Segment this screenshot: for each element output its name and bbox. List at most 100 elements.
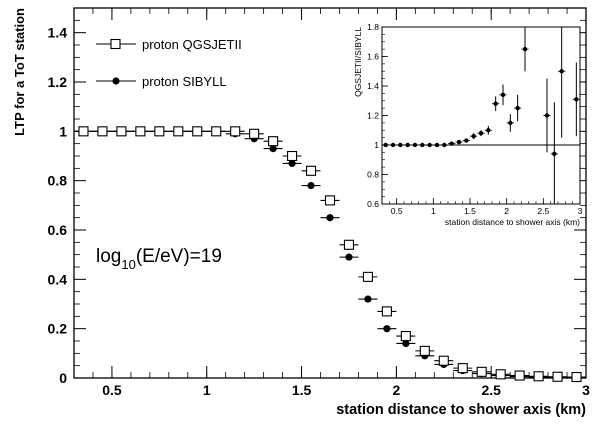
x-tick-label: 2.5 [481, 382, 501, 398]
qgsjet-data-point [514, 370, 525, 381]
inset-data-point [522, 46, 528, 52]
inset-x-tick-label: 1 [431, 206, 436, 216]
inset-data-point [559, 69, 564, 74]
y-tick-label: 1.4 [48, 25, 68, 41]
inset-x-tick-label: 2 [504, 206, 509, 216]
inset-data-point [412, 142, 418, 148]
legend-sibyll-label: proton SIBYLL [142, 74, 227, 89]
inset-data-point [456, 139, 462, 145]
qgsjet-data-point [116, 126, 127, 137]
inset-data-point [471, 133, 476, 139]
qgsjet-data-point [495, 369, 506, 380]
inset-x-tick-label: 3 [578, 206, 583, 216]
qgsjet-data-point [97, 126, 108, 137]
qgsjet-data-point [571, 371, 582, 383]
inset-data-point [434, 142, 440, 148]
inset-y-tick-label: 0.8 [367, 170, 379, 180]
inset-plot: 0.5 1 1.5 2 2.5 3 0.6 0.8 1 1.2 1.4 1.6 1.8 station d… [353, 22, 583, 227]
inset-data-point [405, 142, 410, 148]
sibyll-data-point [364, 295, 372, 303]
inset-y-axis-label: QGSJETII/SIBYLL [353, 27, 363, 97]
inset-data-point [515, 105, 520, 111]
y-axis-label: LTP for a ToT station [12, 8, 27, 136]
qgsjet-data-point [476, 366, 487, 377]
inset-y-tick-label: 1.8 [367, 22, 379, 32]
inset-x-axis-label: station distance to shower axis (km) [445, 217, 580, 227]
y-tick-label: 0.8 [48, 173, 68, 189]
qgsjet-data-point [400, 331, 411, 342]
sibyll-data-point [402, 339, 410, 348]
legend-qgsjet-label: proton QGSJETII [142, 37, 242, 52]
x-tick-label: 0.5 [102, 382, 122, 398]
qgsjet-data-point [457, 363, 468, 374]
qgsjet-data-point [552, 371, 563, 382]
y-tick-label-zero: 0 [59, 370, 67, 386]
inset-data-point [398, 142, 403, 148]
inset-data-point [464, 138, 469, 143]
qgsjet-data-point [268, 136, 279, 147]
inset-y-tick-label: 1.4 [367, 81, 379, 91]
sibyll-data-point [288, 159, 296, 167]
x-tick-label: 1.5 [292, 382, 312, 398]
qgsjet-data-point [154, 126, 165, 137]
inset-data-point [493, 101, 498, 106]
qgsjet-data-point [287, 150, 298, 162]
x-tick-label: 2 [392, 382, 400, 398]
qgsjet-data-point [324, 195, 336, 206]
inset-data-point [544, 113, 550, 118]
qgsjet-data-point [192, 126, 203, 137]
qgsjet-data-point [211, 126, 222, 137]
legend: proton QGSJETII proton SIBYLL [96, 37, 242, 89]
y-tick-label: 1.2 [48, 74, 68, 90]
inset-x-tick-label: 2.5 [537, 206, 549, 216]
qgsjet-data-point [438, 355, 449, 366]
annotation-prefix: log [96, 246, 121, 267]
inset-data-point [390, 142, 396, 148]
legend-qgsjet-marker [110, 38, 121, 50]
qgsjet-data-point [78, 126, 89, 137]
qgsjet-data-point [362, 271, 373, 282]
inset-data-point [420, 142, 425, 148]
inset-y-tick-label: 1.2 [367, 111, 379, 121]
inset-data-point [427, 142, 432, 148]
inset-data-point [383, 142, 388, 148]
sibyll-data-point [326, 214, 334, 222]
sibyll-data-point [307, 182, 315, 190]
y-tick-label: 0.6 [48, 222, 68, 238]
inset-data-point [508, 120, 513, 126]
y-tick-label: 0.2 [48, 321, 68, 337]
qgsjet-data-point [381, 306, 392, 317]
qgsjet-data-point [533, 371, 544, 382]
sibyll-data-point [345, 253, 353, 261]
qgsjet-data-point [249, 128, 260, 139]
x-axis-label: station distance to shower axis (km) [336, 402, 586, 418]
inset-y-tick-label: 1.6 [367, 52, 379, 62]
sibyll-data-point [383, 325, 391, 333]
x-tick-label: 1 [203, 382, 211, 398]
qgsjet-data-point [419, 345, 430, 356]
inset-data-point [552, 151, 557, 157]
y-tick-label: 0.4 [48, 271, 68, 287]
energy-annotation: log10(E/eV)=19 [96, 246, 222, 272]
legend-sibyll-marker [112, 77, 120, 85]
qgsjet-data-point [230, 126, 241, 137]
qgsjet-data-point [173, 126, 184, 137]
inset-data-point [574, 97, 579, 102]
inset-data-point [449, 141, 454, 146]
inset-x-tick-label: 0.5 [391, 206, 403, 216]
inset-y-tick-label: 1 [374, 140, 379, 150]
y-tick-label: 1 [59, 123, 67, 139]
inset-data-point [500, 92, 506, 98]
inset-data-point [478, 131, 484, 136]
annotation-subscript: 10 [121, 257, 135, 272]
qgsjet-data-point [305, 165, 317, 176]
sibyll-data-point [269, 145, 277, 153]
annotation-suffix: (E/eV)=19 [136, 246, 222, 267]
inset-y-tick-label: 0.6 [367, 199, 379, 209]
inset-data-point [486, 128, 491, 133]
inset-data-point [442, 142, 447, 148]
x-tick-label: 3 [582, 382, 590, 398]
qgsjet-data-point [135, 126, 146, 137]
main-plot: 0.5 1 1.5 2 2.5 3 0.2 0.4 0.6 0.8 1 1.2 1.4 0 station … [12, 7, 590, 418]
